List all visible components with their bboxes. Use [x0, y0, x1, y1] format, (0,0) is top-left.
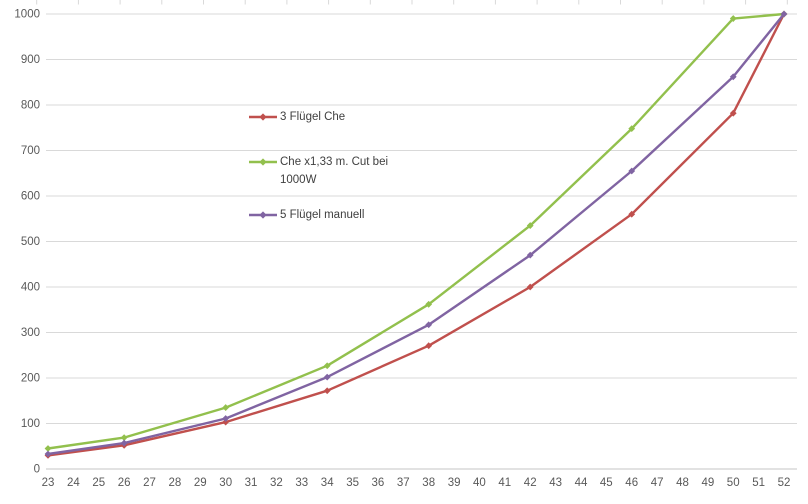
legend-marker-line-dot-icon [249, 211, 277, 219]
x-tick-label: 35 [346, 477, 359, 489]
x-tick-label: 36 [372, 477, 385, 489]
x-axis: 23 24 25 26 27 28 29 30 31 32 33 34 35 36 37 38 39 40 41 42… [42, 477, 791, 489]
x-tick-label: 49 [702, 477, 715, 489]
x-tick-label: 27 [143, 477, 156, 489]
data-point-marker [526, 222, 534, 229]
x-tick-label: 26 [118, 477, 131, 489]
y-tick-label: 700 [21, 145, 40, 157]
y-tick-label: 300 [21, 327, 40, 339]
series-3-fl-gel-che [44, 10, 788, 459]
data-point-marker [44, 450, 52, 458]
x-tick-label: 34 [321, 477, 334, 489]
data-point-marker [780, 10, 788, 18]
data-point-marker [222, 415, 230, 422]
legend-label: Che x1,33 m. Cut bei 1000W [280, 156, 389, 186]
data-point-marker [222, 418, 230, 426]
data-point-marker [729, 73, 737, 81]
legend-marker-line-dot-icon [249, 113, 277, 121]
data-point-marker [425, 321, 433, 329]
legend-item-3-fluegel-che: 3 Flügel Che [248, 108, 402, 126]
data-point-marker [526, 283, 534, 291]
data-point-marker [323, 373, 331, 381]
x-tick-label: 28 [169, 477, 182, 489]
x-tick-label: 37 [397, 477, 410, 489]
data-point-marker [120, 434, 128, 442]
data-point-marker [628, 210, 636, 218]
y-tick-label: 1000 [14, 9, 40, 21]
x-tick-label: 24 [67, 477, 80, 489]
x-tick-label: 40 [473, 477, 486, 489]
x-tick-label: 45 [600, 477, 613, 489]
x-tick-label: 48 [676, 477, 689, 489]
x-tick-label: 51 [752, 477, 765, 489]
data-point-marker [425, 342, 433, 350]
legend-item-5-fluegel-manuell: 5 Flügel manuell [248, 206, 402, 224]
x-tick-label: 52 [778, 477, 791, 489]
x-tick-label: 33 [295, 477, 308, 489]
chart-legend: 3 Flügel Che Che x1,33 m. Cut bei 1000W … [248, 108, 402, 224]
y-tick-label: 500 [21, 236, 40, 248]
x-tick-label: 23 [42, 477, 55, 489]
y-tick-label: 200 [21, 373, 40, 385]
y-tick-label: 600 [21, 191, 40, 203]
data-point-marker [628, 167, 636, 175]
y-tick-label: 0 [34, 464, 40, 476]
data-point-marker [628, 125, 636, 133]
y-axis: 0 100 200 300 400 500 600 700 800 900 1000 [14, 9, 797, 476]
data-point-marker [323, 387, 331, 395]
y-tick-label: 100 [21, 418, 40, 430]
x-tick-label: 38 [422, 477, 435, 489]
legend-label: 3 Flügel Che [280, 111, 346, 123]
spreadsheet-column-ticks [36, 0, 788, 5]
x-tick-label: 39 [448, 477, 461, 489]
x-tick-label: 32 [270, 477, 283, 489]
x-tick-label: 44 [575, 477, 588, 489]
y-tick-label: 900 [21, 54, 40, 66]
series-5-fl-gel-manuell [44, 10, 788, 458]
legend-marker-line-dot-icon [249, 158, 277, 166]
data-point-marker [729, 109, 737, 117]
data-point-marker [425, 300, 433, 308]
x-tick-label: 30 [219, 477, 232, 489]
x-tick-label: 47 [651, 477, 664, 489]
data-point-marker [44, 445, 52, 452]
y-tick-label: 800 [21, 100, 40, 112]
x-tick-label: 41 [498, 477, 511, 489]
legend-item-che-x133-cut-1000w: Che x1,33 m. Cut bei 1000W [248, 153, 402, 189]
data-point-marker [323, 362, 331, 370]
x-tick-label: 25 [92, 477, 105, 489]
y-tick-label: 400 [21, 282, 40, 294]
x-tick-label: 50 [727, 477, 740, 489]
data-point-marker [120, 439, 128, 447]
x-tick-label: 29 [194, 477, 207, 489]
series-che-x1-33-m-cut-bei-1000w [44, 10, 788, 452]
data-point-marker [729, 15, 737, 22]
x-tick-label: 31 [245, 477, 258, 489]
data-point-marker [222, 404, 230, 411]
data-point-marker [526, 251, 534, 259]
x-tick-label: 43 [549, 477, 562, 489]
x-tick-label: 42 [524, 477, 537, 489]
x-tick-label: 46 [625, 477, 638, 489]
legend-label: 5 Flügel manuell [280, 209, 365, 221]
